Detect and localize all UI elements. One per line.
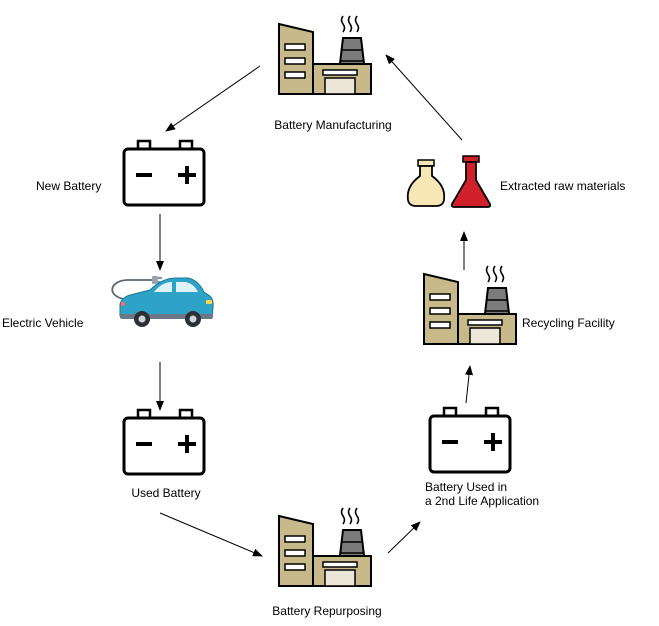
flask-icon [406,155,492,208]
battery-manufacturing-factory-icon [278,15,372,95]
label-electric-vehicle: Electric Vehicle [2,316,84,330]
label-second-life-line-1: Battery Used in [425,480,508,494]
arrow-used-battery-to-repurposing [159,512,263,557]
arrow-second-life-to-recycling [465,365,474,404]
label-used-battery: Used Battery [131,486,201,500]
arrow-repurposing-to-second-life [387,521,421,554]
arrow-raw-materials-to-manufacturing [385,54,463,141]
label-second-life-line-2: a 2nd Life Application [425,494,540,508]
label-recycling-facility: Recycling Facility [522,316,615,330]
battery-repurposing-factory-icon [278,507,372,587]
label-battery-manufacturing: Battery Manufacturing [274,118,392,132]
second-life-battery-icon [428,406,512,474]
recycling-facility-factory-icon [423,265,517,345]
label-extracted-raw-materials: Extracted raw materials [500,179,626,193]
flow-arrows [156,54,474,557]
new-battery-icon [122,139,206,207]
label-battery-repurposing: Battery Repurposing [272,604,382,618]
used-battery-icon [122,408,206,476]
arrow-manufacturing-to-new-battery [165,65,261,132]
label-new-battery: New Battery [36,179,102,193]
electric-car-icon [111,276,214,327]
